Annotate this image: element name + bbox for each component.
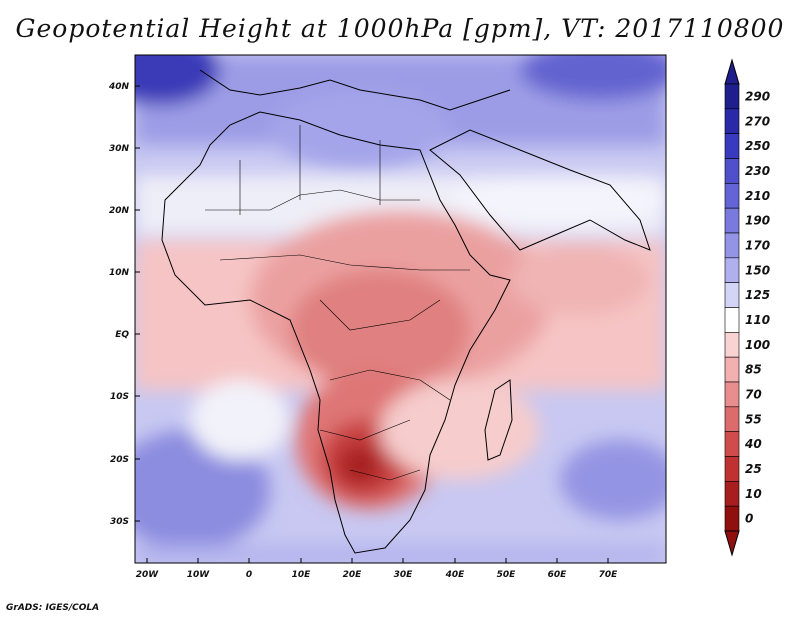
axis-ticks xyxy=(135,85,609,563)
colorbar-swatch xyxy=(724,207,740,234)
colorbar-swatch xyxy=(724,183,740,209)
lat-label-10n: 10N xyxy=(109,268,130,278)
colorbar-swatch xyxy=(724,307,740,333)
colorbar-swatch xyxy=(724,83,740,110)
colorbar-swatch xyxy=(724,332,740,358)
colorbar-swatch xyxy=(724,133,740,159)
colorbar-swatch xyxy=(724,381,740,408)
colorbar-label: 10 xyxy=(745,487,762,501)
colorbar-swatch xyxy=(724,406,740,432)
lon-label-20e: 20E xyxy=(343,570,363,580)
colorbar-swatch xyxy=(724,282,740,308)
colorbar-label: 270 xyxy=(745,114,770,128)
colorbar-swatch xyxy=(724,456,740,482)
lon-label-70e: 70E xyxy=(599,570,619,580)
colorbar-swatch xyxy=(724,257,740,283)
colorbar-label: 100 xyxy=(745,338,770,352)
colorbar: 2902702502302101901701501251101008570554… xyxy=(724,58,770,557)
colorbar-label: 40 xyxy=(744,437,762,451)
lat-label-eq: EQ xyxy=(115,330,129,340)
colorbar-swatch xyxy=(724,431,740,457)
madagascar-coast xyxy=(484,379,513,461)
colorbar-swatch xyxy=(724,356,740,383)
height-field xyxy=(135,55,666,563)
colorbar-label: 150 xyxy=(745,263,770,277)
lat-label-30n: 30N xyxy=(109,144,130,154)
colorbar-label: 230 xyxy=(745,164,770,178)
colorbar-swatch xyxy=(724,232,740,259)
arabia-india-coast xyxy=(429,129,651,251)
colorbar-label: 85 xyxy=(745,363,762,377)
borders xyxy=(205,125,470,481)
lon-label-0: 0 xyxy=(246,570,252,580)
plot-frame xyxy=(134,54,667,564)
grads-credit: GrADS: IGES/COLA xyxy=(6,603,100,613)
colorbar-top-arrow xyxy=(724,58,740,85)
lon-label-10w: 10W xyxy=(187,570,211,580)
lon-label-10e: 10E xyxy=(292,570,312,580)
latitude-labels: 40N 30N 20N 10N EQ 10S 20S 30S xyxy=(108,82,130,527)
lon-label-40e: 40E xyxy=(445,570,466,580)
lat-label-20s: 20S xyxy=(110,455,129,465)
lon-label-20w: 20W xyxy=(136,570,160,580)
colorbar-label: 290 xyxy=(745,89,770,103)
lat-label-40n: 40N xyxy=(108,82,130,92)
lon-label-50e: 50E xyxy=(497,570,517,580)
colorbar-label: 190 xyxy=(745,214,770,228)
colorbar-label: 70 xyxy=(745,387,762,401)
colorbar-label: 210 xyxy=(745,189,770,203)
colorbar-swatch xyxy=(724,108,740,134)
africa-coast xyxy=(161,111,511,554)
coastlines xyxy=(161,69,651,554)
colorbar-bottom-arrow xyxy=(724,530,740,557)
colorbar-label: 110 xyxy=(745,313,770,327)
colorbar-label: 25 xyxy=(745,462,762,476)
mediterranean-coast xyxy=(199,69,511,111)
colorbar-label: 250 xyxy=(745,139,770,153)
lon-label-60e: 60E xyxy=(548,570,568,580)
longitude-labels: 20W 10W 0 10E 20E 30E 40E 50E 60E 70E xyxy=(136,570,618,580)
colorbar-swatch xyxy=(724,505,740,532)
colorbar-swatch xyxy=(724,481,740,507)
colorbar-label: 125 xyxy=(745,288,770,302)
lon-label-30e: 30E xyxy=(394,570,414,580)
plot-area xyxy=(135,55,666,563)
lat-label-20n: 20N xyxy=(109,206,130,216)
map-title: Geopotential Height at 1000hPa [gpm], VT… xyxy=(15,14,785,43)
colorbar-label: 170 xyxy=(745,238,770,252)
colorbar-swatch xyxy=(724,158,740,184)
lat-label-10s: 10S xyxy=(110,392,129,402)
lat-label-30s: 30S xyxy=(110,517,129,527)
colorbar-label: 55 xyxy=(745,412,762,426)
colorbar-label: 0 xyxy=(745,512,753,526)
